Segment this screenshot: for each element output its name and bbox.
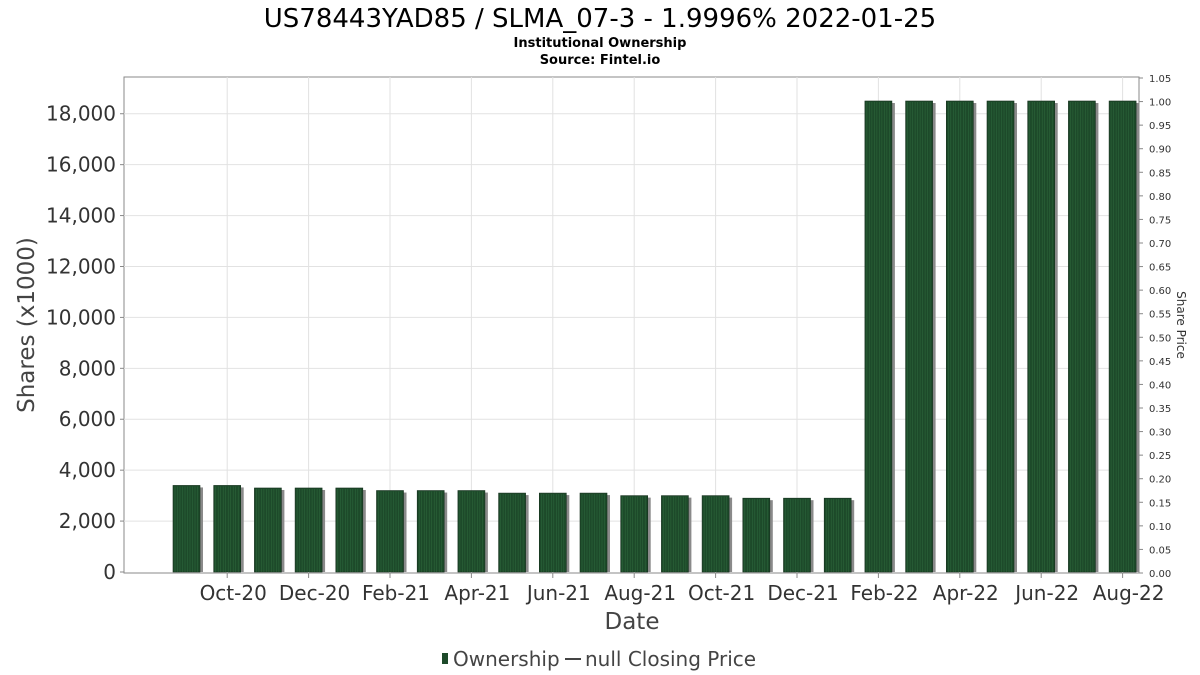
x-tick-label: Jun-22 bbox=[1013, 581, 1079, 605]
y-tick-label: 6,000 bbox=[59, 407, 116, 431]
x-tick-label: Aug-21 bbox=[604, 581, 676, 605]
bars bbox=[172, 100, 1140, 573]
y-tick-label: 18,000 bbox=[46, 102, 116, 126]
x-axis-label: Date bbox=[605, 609, 660, 635]
y-tick-label: 16,000 bbox=[46, 153, 116, 177]
x-axis-ticks: Oct-20 Dec-20 Feb-21 Apr-21 Jun-21 Aug-21 Oct-… bbox=[200, 573, 1165, 605]
x-tick-label: Oct-21 bbox=[688, 581, 755, 605]
x-tick-label: Apr-21 bbox=[444, 581, 510, 605]
ownership-bar bbox=[864, 100, 893, 573]
y-tick-label: 12,000 bbox=[46, 254, 116, 278]
x-tick-label: Dec-20 bbox=[279, 581, 350, 605]
ownership-bar bbox=[172, 485, 201, 573]
chart-subtitle-1: Institutional Ownership bbox=[514, 36, 687, 51]
chart-subtitle-2: Source: Fintel.io bbox=[540, 53, 661, 68]
x-tick-label: Dec-21 bbox=[767, 581, 838, 605]
y2-tick-label: 0.10 bbox=[1149, 522, 1171, 533]
y2-tick-label: 0.30 bbox=[1149, 428, 1171, 439]
x-tick-label: Oct-20 bbox=[200, 581, 267, 605]
x-tick-label: Apr-22 bbox=[933, 581, 999, 605]
legend-price-label: null Closing Price bbox=[585, 647, 756, 671]
secondary-y-axis-ticks: 0.00 0.05 0.10 0.15 0.20 0.25 0.30 0.35 0.40 0.45… bbox=[1139, 74, 1171, 580]
ownership-bar bbox=[376, 490, 404, 573]
ownership-bar bbox=[335, 487, 364, 573]
y2-tick-label: 0.40 bbox=[1149, 380, 1171, 391]
y2-tick-label: 0.15 bbox=[1149, 498, 1171, 509]
secondary-y-axis-label: Share Price bbox=[1174, 291, 1188, 359]
y2-tick-label: 0.95 bbox=[1149, 121, 1171, 132]
ownership-bar bbox=[742, 497, 771, 573]
y2-tick-label: 0.80 bbox=[1149, 192, 1171, 203]
y-tick-label: 0 bbox=[103, 560, 116, 584]
legend-ownership-swatch bbox=[442, 653, 448, 664]
y2-tick-label: 0.35 bbox=[1149, 404, 1171, 415]
y-tick-label: 8,000 bbox=[59, 356, 116, 380]
ownership-bar bbox=[1108, 100, 1137, 573]
y2-tick-label: 0.05 bbox=[1149, 545, 1171, 556]
y-axis-ticks: 0 2,000 4,000 6,000 8,000 10,000 12,000 14,000 1… bbox=[46, 102, 124, 584]
ownership-bar bbox=[1027, 100, 1055, 573]
y2-tick-label: 0.25 bbox=[1149, 451, 1171, 462]
ownership-bar bbox=[701, 495, 730, 573]
y2-tick-label: 0.65 bbox=[1149, 263, 1171, 274]
ownership-bar bbox=[986, 100, 1015, 573]
y2-tick-label: 0.50 bbox=[1149, 333, 1171, 344]
y-tick-label: 4,000 bbox=[59, 458, 116, 482]
legend-ownership-label: Ownership bbox=[453, 647, 560, 671]
y2-tick-label: 0.45 bbox=[1149, 357, 1171, 368]
x-tick-label: Jun-21 bbox=[525, 581, 591, 605]
ownership-bar bbox=[905, 100, 933, 573]
y2-tick-label: 1.05 bbox=[1149, 74, 1171, 85]
y2-tick-label: 0.20 bbox=[1149, 475, 1171, 486]
ownership-bar bbox=[416, 490, 445, 573]
ownership-bar bbox=[783, 497, 811, 573]
y-tick-label: 14,000 bbox=[46, 204, 116, 228]
y2-tick-label: 0.70 bbox=[1149, 239, 1171, 250]
y-tick-label: 2,000 bbox=[59, 509, 116, 533]
y-tick-label: 10,000 bbox=[46, 305, 116, 329]
chart-title: US78443YAD85 / SLMA_07-3 - 1.9996% 2022-… bbox=[264, 4, 936, 34]
y2-tick-label: 0.60 bbox=[1149, 286, 1171, 297]
ownership-bar bbox=[254, 487, 282, 573]
y2-tick-label: 0.00 bbox=[1149, 569, 1171, 580]
y2-tick-label: 1.00 bbox=[1149, 98, 1171, 109]
ownership-bar bbox=[498, 492, 526, 573]
ownership-bar bbox=[945, 100, 974, 573]
y2-tick-label: 0.55 bbox=[1149, 310, 1171, 321]
ownership-bar bbox=[538, 492, 567, 573]
x-tick-label: Feb-22 bbox=[850, 581, 918, 605]
ownership-bar bbox=[823, 497, 852, 573]
ownership-bar bbox=[579, 492, 608, 573]
ownership-bar bbox=[213, 485, 241, 573]
y2-tick-label: 0.85 bbox=[1149, 168, 1171, 179]
y2-tick-label: 0.90 bbox=[1149, 145, 1171, 156]
y-axis-label: Shares (x1000) bbox=[14, 237, 40, 413]
ownership-bar bbox=[294, 487, 323, 573]
x-tick-label: Feb-21 bbox=[362, 581, 430, 605]
ownership-bar bbox=[661, 495, 689, 573]
ownership-bar bbox=[457, 490, 486, 573]
legend: Ownership null Closing Price bbox=[442, 647, 756, 671]
y2-tick-label: 0.75 bbox=[1149, 215, 1171, 226]
ownership-bar bbox=[620, 495, 649, 573]
ownership-bar bbox=[1068, 100, 1096, 573]
x-tick-label: Aug-22 bbox=[1093, 581, 1165, 605]
